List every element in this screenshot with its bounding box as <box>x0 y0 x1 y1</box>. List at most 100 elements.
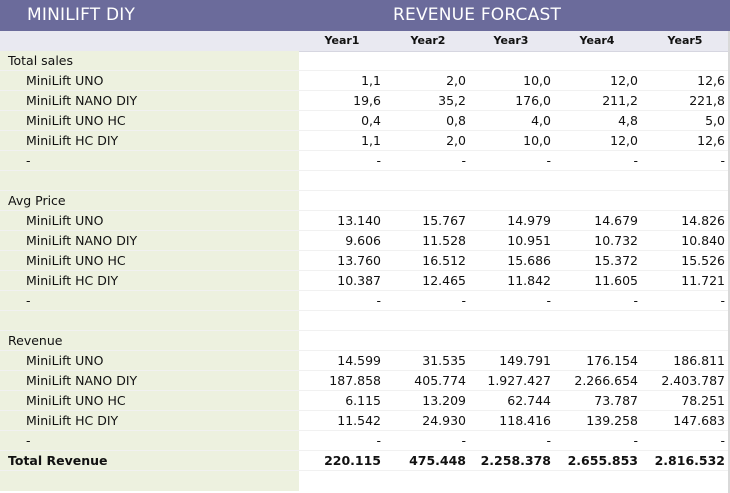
cell-year4[interactable] <box>558 331 638 351</box>
cell-year4[interactable] <box>558 191 638 211</box>
cell-year4[interactable] <box>558 51 638 71</box>
cell-year1[interactable]: 187.858 <box>329 373 381 388</box>
cell-year1[interactable]: 13.760 <box>337 253 381 268</box>
cell-year3[interactable] <box>471 191 551 211</box>
row-label[interactable]: MiniLift NANO DIY <box>26 233 138 248</box>
cell-year5[interactable]: 78.251 <box>681 393 725 408</box>
cell-year5[interactable]: 10.840 <box>681 233 725 248</box>
cell-year1[interactable]: 13.140 <box>337 213 381 228</box>
cell-year3[interactable] <box>471 51 551 71</box>
cell-year5[interactable]: 2.403.787 <box>661 373 725 388</box>
cell-year2[interactable]: - <box>461 293 466 308</box>
cell-year2[interactable]: - <box>461 433 466 448</box>
cell-year5[interactable]: 15.526 <box>681 253 725 268</box>
cell-year4[interactable]: 176.154 <box>586 353 638 368</box>
cell-year5[interactable] <box>645 171 725 191</box>
cell-year4[interactable]: 15.372 <box>594 253 638 268</box>
cell-year4[interactable]: - <box>633 293 638 308</box>
cell-year3[interactable]: 2.258.378 <box>480 453 551 468</box>
row-label[interactable]: MiniLift HC DIY <box>26 413 119 428</box>
section-label[interactable]: Revenue <box>8 333 63 348</box>
cell-year5[interactable]: 5,0 <box>705 113 725 128</box>
cell-year2[interactable] <box>386 171 466 191</box>
section-label[interactable]: Avg Price <box>8 193 66 208</box>
cell-year2[interactable]: 13.209 <box>422 393 466 408</box>
cell-year3[interactable] <box>471 171 551 191</box>
cell-year2[interactable]: 12.465 <box>422 273 466 288</box>
cell-year5[interactable]: 11.721 <box>681 273 725 288</box>
cell-year1[interactable] <box>301 331 381 351</box>
cell-year4[interactable] <box>558 311 638 331</box>
cell-year3[interactable]: 62.744 <box>507 393 551 408</box>
cell-year1[interactable]: 6.115 <box>345 393 381 408</box>
cell-year5[interactable] <box>645 191 725 211</box>
cell-year2[interactable]: 405.774 <box>414 373 466 388</box>
cell-year4[interactable]: 10.732 <box>594 233 638 248</box>
cell-year4[interactable]: 2.266.654 <box>574 373 638 388</box>
cell-year1[interactable]: 14.599 <box>337 353 381 368</box>
column-header-year2[interactable]: Year2 <box>410 34 446 47</box>
cell-year5[interactable]: 2.816.532 <box>654 453 725 468</box>
cell-year5[interactable] <box>645 331 725 351</box>
cell-year1[interactable]: 1,1 <box>361 73 381 88</box>
cell-year2[interactable]: 35,2 <box>438 93 466 108</box>
cell-year2[interactable]: 475.448 <box>409 453 466 468</box>
column-header-year3[interactable]: Year3 <box>493 34 529 47</box>
row-label[interactable]: MiniLift NANO DIY <box>26 93 138 108</box>
cell-year3[interactable]: - <box>546 433 551 448</box>
cell-year4[interactable] <box>558 171 638 191</box>
cell-year5[interactable]: 14.826 <box>681 213 725 228</box>
cell-year3[interactable]: 15.686 <box>507 253 551 268</box>
column-header-year5[interactable]: Year5 <box>667 34 703 47</box>
cell-year2[interactable]: 16.512 <box>422 253 466 268</box>
column-header-year4[interactable]: Year4 <box>579 34 615 47</box>
cell-year3[interactable]: - <box>546 153 551 168</box>
cell-year4[interactable]: 2.655.853 <box>567 453 638 468</box>
cell-year5[interactable] <box>645 311 725 331</box>
cell-year4[interactable]: 12,0 <box>610 133 638 148</box>
row-label[interactable]: MiniLift UNO <box>26 213 104 228</box>
row-label[interactable]: - <box>26 293 31 308</box>
cell-year5[interactable]: - <box>720 153 725 168</box>
cell-year4[interactable]: 139.258 <box>586 413 638 428</box>
cell-year1[interactable]: 10.387 <box>337 273 381 288</box>
cell-year2[interactable]: 0,8 <box>446 113 466 128</box>
cell-year2[interactable]: - <box>461 153 466 168</box>
section-label[interactable]: Total sales <box>8 53 74 68</box>
cell-year1[interactable] <box>301 311 381 331</box>
row-label[interactable]: MiniLift UNO HC <box>26 393 126 408</box>
cell-year5[interactable]: 221,8 <box>689 93 725 108</box>
cell-year2[interactable]: 2,0 <box>446 133 466 148</box>
cell-year4[interactable]: - <box>633 153 638 168</box>
row-label[interactable]: MiniLift UNO <box>26 73 104 88</box>
cell-year1[interactable]: 9.606 <box>345 233 381 248</box>
row-label[interactable]: MiniLift UNO HC <box>26 113 126 128</box>
cell-year1[interactable]: 1,1 <box>361 133 381 148</box>
cell-year1[interactable] <box>301 51 381 71</box>
row-label[interactable]: - <box>26 153 31 168</box>
total-label[interactable]: Total Revenue <box>8 453 108 468</box>
cell-year4[interactable]: 4,8 <box>618 113 638 128</box>
cell-year1[interactable]: - <box>376 153 381 168</box>
cell-year4[interactable]: 11.605 <box>594 273 638 288</box>
row-label[interactable]: MiniLift NANO DIY <box>26 373 138 388</box>
cell-year4[interactable]: 14.679 <box>594 213 638 228</box>
row-label[interactable]: MiniLift UNO <box>26 353 104 368</box>
cell-year1[interactable]: 19,6 <box>353 93 381 108</box>
cell-year3[interactable]: - <box>546 293 551 308</box>
cell-year4[interactable]: 73.787 <box>594 393 638 408</box>
cell-year3[interactable]: 11.842 <box>507 273 551 288</box>
cell-year2[interactable] <box>386 331 466 351</box>
cell-year5[interactable]: - <box>720 433 725 448</box>
cell-year3[interactable]: 10.951 <box>507 233 551 248</box>
cell-year5[interactable]: 12,6 <box>697 73 725 88</box>
cell-year3[interactable]: 14.979 <box>507 213 551 228</box>
cell-year1[interactable]: 220.115 <box>324 453 381 468</box>
cell-year3[interactable]: 1.927.427 <box>487 373 551 388</box>
cell-year4[interactable]: 12,0 <box>610 73 638 88</box>
cell-year3[interactable]: 10,0 <box>523 133 551 148</box>
cell-year2[interactable] <box>386 191 466 211</box>
cell-year1[interactable]: 0,4 <box>361 113 381 128</box>
cell-year2[interactable] <box>386 311 466 331</box>
cell-year3[interactable] <box>471 331 551 351</box>
